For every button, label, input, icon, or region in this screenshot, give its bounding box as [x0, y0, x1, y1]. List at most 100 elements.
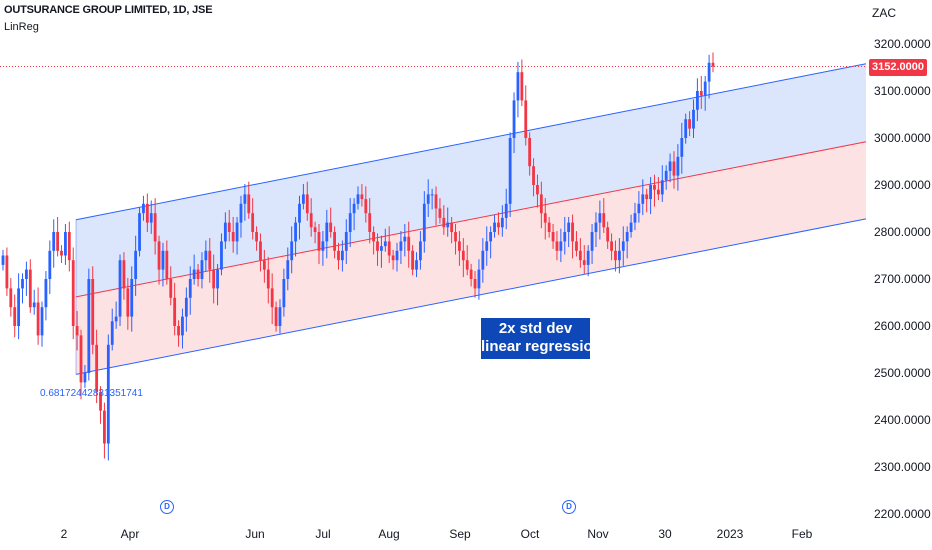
- last-price-badge: 3152.0000: [869, 59, 927, 76]
- candle-body: [262, 260, 266, 270]
- candle-body: [60, 250, 63, 256]
- candle-body: [259, 241, 262, 261]
- candle-body: [298, 203, 301, 223]
- candle-body: [9, 288, 13, 308]
- x-tick-label: Feb: [792, 527, 813, 541]
- candle-body: [266, 269, 270, 289]
- candle-body: [52, 232, 56, 251]
- candle-body: [157, 241, 161, 270]
- candle-body: [290, 241, 294, 261]
- y-tick-label: 2600.0000: [874, 319, 931, 333]
- candle-body: [664, 170, 668, 181]
- candle-body: [508, 138, 512, 204]
- candle-body: [36, 302, 40, 336]
- candle-body: [695, 91, 699, 110]
- candle-body: [274, 307, 278, 326]
- candle-body: [48, 250, 52, 279]
- candle-body: [83, 373, 87, 383]
- candle-body: [606, 227, 610, 242]
- candle-body: [614, 250, 617, 261]
- candle-body: [301, 194, 305, 204]
- candle-body: [75, 326, 79, 336]
- candle-body: [21, 279, 24, 289]
- candle-body: [376, 241, 379, 251]
- candle-body: [563, 232, 567, 242]
- candle-body: [165, 250, 169, 279]
- candle-body: [364, 199, 368, 214]
- candle-body: [387, 241, 391, 256]
- x-tick-label: Nov: [587, 527, 608, 541]
- candle-body: [641, 194, 645, 204]
- y-tick-label: 2700.0000: [874, 272, 931, 286]
- candle-body: [578, 250, 582, 261]
- candle-body: [707, 62, 711, 82]
- candle-body: [446, 222, 450, 228]
- candle-body: [450, 222, 454, 232]
- candle-body: [134, 250, 138, 279]
- y-tick-label: 3100.0000: [874, 84, 931, 98]
- upper-channel-fill: [76, 63, 866, 297]
- chart-title: OUTSURANCE GROUP LIMITED, 1D, JSE: [4, 4, 213, 16]
- candle-body: [103, 410, 106, 444]
- candle-body: [469, 269, 473, 279]
- candle-body: [419, 241, 422, 261]
- indicator-label[interactable]: LinReg: [4, 21, 39, 33]
- x-tick-label: 2: [61, 527, 68, 541]
- candle-body: [411, 250, 415, 270]
- candle-body: [106, 344, 110, 444]
- y-tick-label: 3000.0000: [874, 131, 931, 145]
- candle-body: [91, 279, 95, 345]
- candle-body: [348, 213, 352, 232]
- candle-body: [239, 203, 243, 223]
- candle-body: [575, 241, 578, 251]
- candle-body: [99, 391, 102, 411]
- regression-mid-line: [75, 141, 867, 298]
- candle-body: [645, 194, 649, 200]
- candle-body: [586, 250, 590, 265]
- candle-body: [67, 232, 71, 261]
- candle-body: [430, 194, 434, 196]
- candle-body: [360, 194, 364, 200]
- candle-body: [442, 217, 446, 228]
- candle-body: [17, 288, 21, 326]
- candle-body: [512, 100, 516, 138]
- candle-body: [317, 232, 321, 251]
- x-tick-label: Jun: [245, 527, 264, 541]
- candle-body: [543, 213, 547, 223]
- candle-body: [344, 232, 348, 251]
- candle-body: [617, 250, 621, 261]
- dividend-marker-icon[interactable]: D: [562, 500, 576, 514]
- candle-body: [438, 208, 442, 218]
- candle-body: [621, 241, 625, 251]
- candle-body: [489, 232, 493, 242]
- lower-channel-fill: [76, 141, 866, 375]
- regression-coefficient: 0.68172442831351741: [40, 388, 143, 399]
- candle-body: [321, 241, 325, 251]
- y-tick-label: 2800.0000: [874, 225, 931, 239]
- candle-body: [672, 161, 676, 176]
- candle-body: [497, 222, 500, 228]
- candle-body: [493, 222, 496, 232]
- candle-body: [208, 250, 212, 270]
- candle-body: [383, 241, 387, 247]
- candle-body: [95, 344, 99, 392]
- candle-body: [161, 250, 165, 270]
- regression-annotation[interactable]: 2x std dev linear regression: [481, 318, 602, 359]
- candle-body: [32, 302, 36, 308]
- y-tick-label: 2900.0000: [874, 178, 931, 192]
- candle-body: [87, 279, 91, 373]
- candle-body: [251, 213, 255, 232]
- dividend-marker-icon[interactable]: D: [160, 500, 174, 514]
- candle-body: [352, 203, 356, 214]
- candle-body: [204, 250, 208, 261]
- candle-body: [173, 297, 177, 326]
- upper-channel-line: [75, 63, 867, 221]
- candle-body: [337, 250, 340, 261]
- candle-body: [372, 232, 376, 242]
- candle-body: [656, 189, 660, 195]
- candle-body: [602, 213, 606, 228]
- x-tick-label: Oct: [521, 527, 540, 541]
- candle-body: [676, 156, 680, 176]
- candle-body: [138, 213, 141, 251]
